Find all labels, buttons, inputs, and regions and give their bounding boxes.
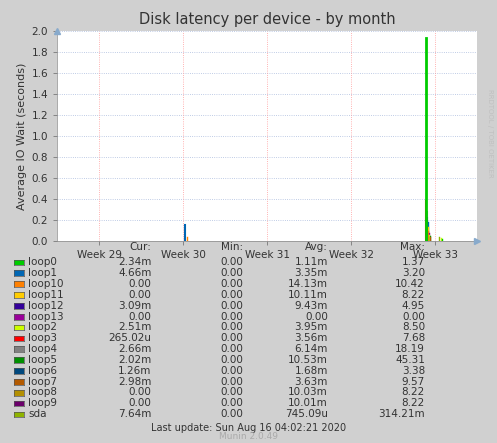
Text: 3.63m: 3.63m xyxy=(295,377,328,387)
Text: 1.68m: 1.68m xyxy=(295,366,328,376)
Text: 2.34m: 2.34m xyxy=(118,257,152,267)
Text: 0.00: 0.00 xyxy=(221,311,244,322)
Text: 3.95m: 3.95m xyxy=(295,323,328,332)
Text: 1.26m: 1.26m xyxy=(118,366,152,376)
Text: 0.00: 0.00 xyxy=(129,311,152,322)
Text: loop12: loop12 xyxy=(28,301,64,311)
Text: 2.51m: 2.51m xyxy=(118,323,152,332)
Text: 0.00: 0.00 xyxy=(221,355,244,365)
Text: 0.00: 0.00 xyxy=(221,301,244,311)
Text: loop4: loop4 xyxy=(28,344,57,354)
Text: 10.01m: 10.01m xyxy=(288,398,328,408)
Text: 0.00: 0.00 xyxy=(221,323,244,332)
Text: loop6: loop6 xyxy=(28,366,57,376)
Text: 10.42: 10.42 xyxy=(395,279,425,289)
Text: 0.00: 0.00 xyxy=(402,311,425,322)
Text: 7.68: 7.68 xyxy=(402,333,425,343)
Text: 45.31: 45.31 xyxy=(395,355,425,365)
Text: 6.14m: 6.14m xyxy=(295,344,328,354)
Text: loop7: loop7 xyxy=(28,377,57,387)
Text: loop0: loop0 xyxy=(28,257,57,267)
Text: loop1: loop1 xyxy=(28,268,57,278)
Text: 3.38: 3.38 xyxy=(402,366,425,376)
Text: 745.09u: 745.09u xyxy=(285,409,328,419)
Text: Munin 2.0.49: Munin 2.0.49 xyxy=(219,431,278,441)
Text: 2.02m: 2.02m xyxy=(118,355,152,365)
Text: sda: sda xyxy=(28,409,47,419)
Text: Last update: Sun Aug 16 04:02:21 2020: Last update: Sun Aug 16 04:02:21 2020 xyxy=(151,423,346,433)
Text: 18.19: 18.19 xyxy=(395,344,425,354)
Text: 2.98m: 2.98m xyxy=(118,377,152,387)
Text: Cur:: Cur: xyxy=(130,242,152,253)
Text: 0.00: 0.00 xyxy=(221,290,244,300)
Text: 0.00: 0.00 xyxy=(221,257,244,267)
Text: 0.00: 0.00 xyxy=(129,279,152,289)
Text: 0.00: 0.00 xyxy=(129,388,152,397)
Text: 0.00: 0.00 xyxy=(221,398,244,408)
Text: loop9: loop9 xyxy=(28,398,57,408)
Text: loop11: loop11 xyxy=(28,290,64,300)
Text: 10.11m: 10.11m xyxy=(288,290,328,300)
Text: loop10: loop10 xyxy=(28,279,64,289)
Text: Avg:: Avg: xyxy=(305,242,328,253)
Text: 8.22: 8.22 xyxy=(402,290,425,300)
Text: 0.00: 0.00 xyxy=(221,366,244,376)
Text: loop5: loop5 xyxy=(28,355,57,365)
Text: Min:: Min: xyxy=(221,242,244,253)
Text: RRDTOOL / TOBI OETIKER: RRDTOOL / TOBI OETIKER xyxy=(487,89,493,177)
Text: 0.00: 0.00 xyxy=(221,409,244,419)
Text: loop2: loop2 xyxy=(28,323,57,332)
Text: loop3: loop3 xyxy=(28,333,57,343)
Text: 4.95: 4.95 xyxy=(402,301,425,311)
Text: 1.37: 1.37 xyxy=(402,257,425,267)
Text: 0.00: 0.00 xyxy=(221,344,244,354)
Text: 3.35m: 3.35m xyxy=(295,268,328,278)
Text: 3.20: 3.20 xyxy=(402,268,425,278)
Text: 0.00: 0.00 xyxy=(221,279,244,289)
Text: 3.09m: 3.09m xyxy=(118,301,152,311)
Text: 265.02u: 265.02u xyxy=(108,333,152,343)
Text: 0.00: 0.00 xyxy=(221,268,244,278)
Text: Max:: Max: xyxy=(400,242,425,253)
Text: 1.11m: 1.11m xyxy=(295,257,328,267)
Text: 7.64m: 7.64m xyxy=(118,409,152,419)
Text: 9.43m: 9.43m xyxy=(295,301,328,311)
Text: 4.66m: 4.66m xyxy=(118,268,152,278)
Text: 14.13m: 14.13m xyxy=(288,279,328,289)
Text: 10.53m: 10.53m xyxy=(288,355,328,365)
Text: 10.03m: 10.03m xyxy=(288,388,328,397)
Title: Disk latency per device - by month: Disk latency per device - by month xyxy=(139,12,396,27)
Text: 0.00: 0.00 xyxy=(221,377,244,387)
Text: 0.00: 0.00 xyxy=(221,333,244,343)
Text: loop13: loop13 xyxy=(28,311,64,322)
Y-axis label: Average IO Wait (seconds): Average IO Wait (seconds) xyxy=(17,62,27,210)
Text: 3.56m: 3.56m xyxy=(295,333,328,343)
Text: 8.22: 8.22 xyxy=(402,398,425,408)
Text: 0.00: 0.00 xyxy=(129,398,152,408)
Text: 0.00: 0.00 xyxy=(305,311,328,322)
Text: 8.50: 8.50 xyxy=(402,323,425,332)
Text: 314.21m: 314.21m xyxy=(378,409,425,419)
Text: loop8: loop8 xyxy=(28,388,57,397)
Text: 9.57: 9.57 xyxy=(402,377,425,387)
Text: 0.00: 0.00 xyxy=(129,290,152,300)
Text: 8.22: 8.22 xyxy=(402,388,425,397)
Text: 2.66m: 2.66m xyxy=(118,344,152,354)
Text: 0.00: 0.00 xyxy=(221,388,244,397)
